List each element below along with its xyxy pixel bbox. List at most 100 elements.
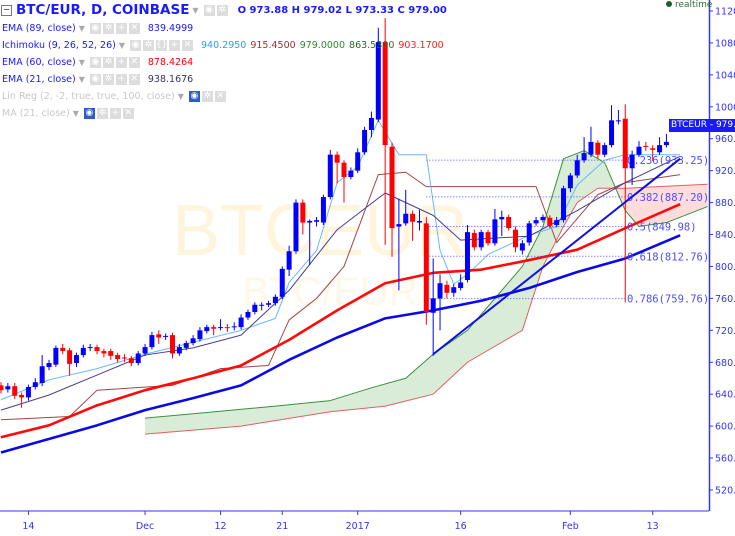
close-icon[interactable]: ✕ — [128, 23, 140, 34]
chevron-down-icon[interactable]: ▼ — [118, 41, 125, 50]
time-axis[interactable]: 14 Dec 12 21 2017 16 Feb 13 — [22, 511, 659, 532]
eye-icon[interactable]: ◉ — [130, 40, 141, 51]
price-label-value: 979.00 — [715, 120, 735, 130]
candle-body — [80, 347, 86, 356]
candle-body — [320, 197, 326, 223]
cloud-segment — [213, 411, 221, 429]
indicator-label[interactable]: MA (21, close) — [2, 108, 70, 119]
candle-body — [622, 118, 628, 169]
close-icon[interactable]: ✕ — [214, 91, 226, 102]
indicator-label[interactable]: Lin Reg (2, -2, true, true, 100, close) — [2, 91, 175, 102]
candle — [492, 208, 498, 246]
indicator-value: 863.5300 — [349, 40, 395, 51]
gear-icon[interactable]: ✲ — [143, 40, 154, 51]
source-code-icon[interactable]: {} — [156, 40, 168, 51]
eye-icon[interactable]: ◉ — [203, 4, 215, 16]
cloud-segment — [247, 408, 255, 426]
gear-icon[interactable]: ✲ — [102, 23, 114, 34]
eye-icon[interactable]: ◉ — [89, 74, 101, 85]
trendline[interactable] — [432, 157, 681, 356]
chevron-down-icon[interactable]: ▼ — [72, 109, 79, 118]
candle — [94, 344, 100, 355]
candle — [252, 302, 258, 315]
gear-icon[interactable]: ✲ — [201, 91, 213, 102]
fibonacci-retracement[interactable]: 0.236(933.25) 0.382(887.20) 0.5(849.98) 0.6… — [426, 155, 709, 306]
candle-body — [5, 386, 11, 390]
indicator-label[interactable]: EMA (60, close) — [2, 57, 76, 68]
eye-icon[interactable]: ◉ — [89, 23, 101, 34]
indicator-label[interactable]: Ichimoku (9, 26, 52, 26) — [2, 40, 116, 51]
eye-icon[interactable]: ◉ — [89, 57, 101, 68]
candle-body — [485, 232, 491, 244]
candle-body — [629, 154, 635, 169]
gear-icon[interactable]: ✲ — [102, 57, 114, 68]
candle — [135, 351, 141, 366]
cloud-segment — [220, 410, 228, 428]
plus-icon[interactable]: + — [115, 23, 127, 34]
candle — [478, 229, 484, 251]
gear-icon[interactable]: ✲ — [96, 108, 108, 119]
chevron-down-icon[interactable]: ▼ — [177, 92, 184, 101]
cloud-segment — [398, 378, 406, 403]
status-dot-icon — [666, 1, 672, 7]
chevron-down-icon[interactable]: ▼ — [78, 24, 85, 33]
chevron-down-icon[interactable]: ▼ — [192, 5, 199, 15]
candle — [506, 214, 512, 231]
candle-body — [609, 120, 615, 146]
price-axis[interactable]: 1120.00 1080.00 1040.00 1000.00 960.00 920.00… — [709, 7, 735, 497]
cloud-segment — [488, 298, 495, 351]
price-tick-label: 680.00 — [715, 358, 735, 369]
candle — [451, 284, 457, 297]
candle — [5, 383, 11, 393]
candle — [279, 266, 285, 300]
chevron-down-icon[interactable]: ▼ — [78, 58, 85, 67]
indicator-label[interactable]: EMA (21, close) — [2, 74, 76, 85]
cloud-segment — [481, 306, 489, 355]
plus-icon[interactable]: + — [169, 40, 180, 51]
candle-body — [176, 347, 182, 354]
gear-icon[interactable]: ✲ — [102, 74, 114, 85]
trendline-line[interactable] — [432, 157, 681, 356]
time-tick-label: 14 — [22, 521, 34, 532]
eye-icon[interactable]: ◉ — [83, 108, 95, 119]
candle-body — [211, 327, 217, 329]
close-icon[interactable]: ✕ — [122, 108, 134, 119]
candle — [163, 333, 169, 340]
candle — [341, 160, 347, 203]
gear-icon[interactable]: ✲ — [216, 4, 228, 16]
candle — [204, 324, 210, 334]
candle-body — [355, 152, 361, 171]
candle-body — [279, 268, 285, 297]
symbol-title[interactable]: BTC/EUR, D, COINBASE — [16, 1, 190, 18]
candle — [183, 340, 189, 351]
price-tick-label: 520.00 — [715, 485, 735, 496]
cloud-segment — [323, 400, 331, 413]
price-tick-label: 880.00 — [715, 198, 735, 209]
indicator-value: 938.1676 — [147, 74, 194, 85]
close-icon[interactable]: ✕ — [128, 74, 140, 85]
candle-body — [410, 213, 416, 222]
cloud-segment — [165, 415, 173, 433]
cloud-segment — [419, 360, 427, 398]
candle — [588, 126, 594, 158]
candle — [19, 392, 25, 408]
candle-body — [218, 327, 224, 329]
collapse-icon[interactable]: − — [1, 4, 12, 16]
time-tick-label: 16 — [455, 521, 467, 532]
plus-icon[interactable]: + — [115, 74, 127, 85]
candle-body — [25, 386, 31, 398]
eye-icon[interactable]: ◉ — [188, 91, 200, 102]
candle — [108, 348, 114, 360]
close-icon[interactable]: ✕ — [128, 57, 140, 68]
cloud-segment — [590, 154, 598, 194]
candle-body — [341, 162, 347, 178]
candle-body — [437, 283, 443, 299]
close-icon[interactable]: ✕ — [182, 40, 193, 51]
candle — [574, 154, 580, 178]
chevron-down-icon[interactable]: ▼ — [78, 75, 85, 84]
candle-body — [368, 117, 374, 130]
indicator-label[interactable]: EMA (89, close) — [2, 23, 76, 34]
plus-icon[interactable]: + — [109, 108, 121, 119]
plus-icon[interactable]: + — [115, 57, 127, 68]
